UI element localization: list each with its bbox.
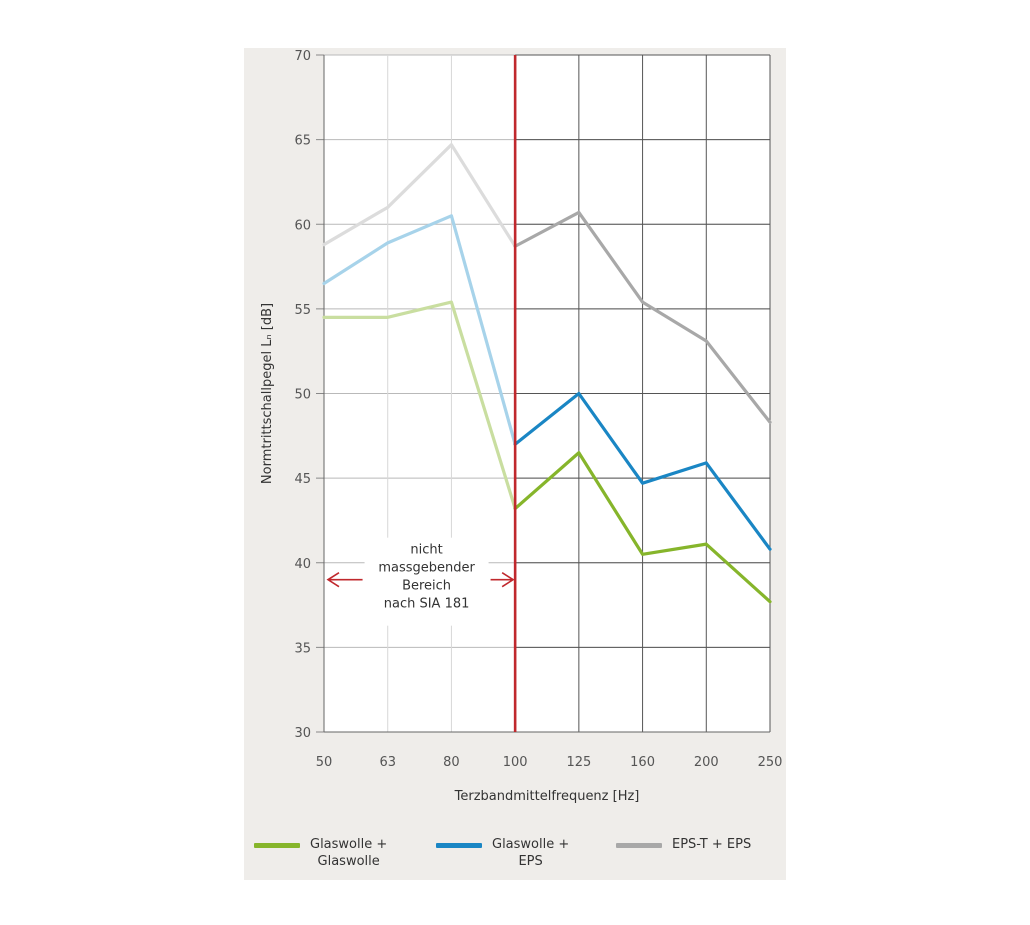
legend-item: Glaswolle + EPS xyxy=(436,836,569,870)
y-tick-label: 65 xyxy=(294,134,311,149)
x-axis-label: Terzbandmittelfrequenz [Hz] xyxy=(454,789,640,804)
series-line-faded xyxy=(322,143,517,248)
legend-label-line: EPS-T + EPS xyxy=(672,837,752,852)
x-tick-label: 125 xyxy=(566,755,591,770)
annotation-text-line: Bereich xyxy=(402,579,451,594)
x-tick-label: 63 xyxy=(379,755,396,770)
annotation-text-line: nach SIA 181 xyxy=(384,597,470,612)
legend-item: EPS-T + EPS xyxy=(616,836,751,853)
y-tick-label: 40 xyxy=(294,557,311,572)
y-tick-label: 50 xyxy=(294,388,311,403)
annotation-arrowhead-left xyxy=(326,572,340,588)
annotation-box xyxy=(364,537,489,626)
series-line-faded xyxy=(322,214,517,446)
legend-label-line: Glaswolle + xyxy=(310,837,388,852)
legend: Glaswolle + Glaswolle Glaswolle + EPS EPS-T … xyxy=(244,836,786,880)
legend-label: Glaswolle + EPS xyxy=(492,836,569,870)
chart-panel: 30 35 40 45 50 55 60 65 70 50 63 80 100 125 160 200 250 n… xyxy=(244,48,786,880)
annotation-text-line: massgebender xyxy=(378,561,475,576)
series-line xyxy=(513,391,772,551)
legend-label-line: Glaswolle xyxy=(317,854,380,869)
x-tick-label: 160 xyxy=(630,755,655,770)
x-tick-label: 80 xyxy=(443,755,460,770)
legend-item: Glaswolle + Glaswolle xyxy=(254,836,387,870)
legend-swatch xyxy=(616,843,662,848)
y-tick-label: 30 xyxy=(294,726,311,741)
annotation-text-line: nicht xyxy=(410,543,442,558)
x-tick-label: 250 xyxy=(758,755,783,770)
legend-swatch xyxy=(436,843,482,848)
line-chart: 30 35 40 45 50 55 60 65 70 50 63 80 100 125 160 200 250 n… xyxy=(260,49,783,804)
legend-label-line: Glaswolle + xyxy=(492,837,570,852)
x-tick-label: 200 xyxy=(694,755,719,770)
annotation-arrowhead-right xyxy=(501,572,515,588)
series-line-faded xyxy=(322,300,517,511)
legend-label-line: EPS xyxy=(518,854,543,869)
y-tick-label: 35 xyxy=(294,641,311,656)
x-tick-label: 50 xyxy=(316,755,333,770)
y-tick-label: 60 xyxy=(294,218,311,233)
series-line xyxy=(513,210,772,424)
legend-label: Glaswolle + Glaswolle xyxy=(310,836,387,870)
y-tick-label: 55 xyxy=(294,303,311,318)
legend-swatch xyxy=(254,843,300,848)
legend-label: EPS-T + EPS xyxy=(672,836,751,853)
y-axis-label: Normtrittschallpegel Lₙ [dB] xyxy=(260,303,275,484)
x-tick-label: 100 xyxy=(503,755,528,770)
y-tick-label: 45 xyxy=(294,472,311,487)
series-line xyxy=(513,451,772,604)
y-tick-label: 70 xyxy=(294,49,311,64)
